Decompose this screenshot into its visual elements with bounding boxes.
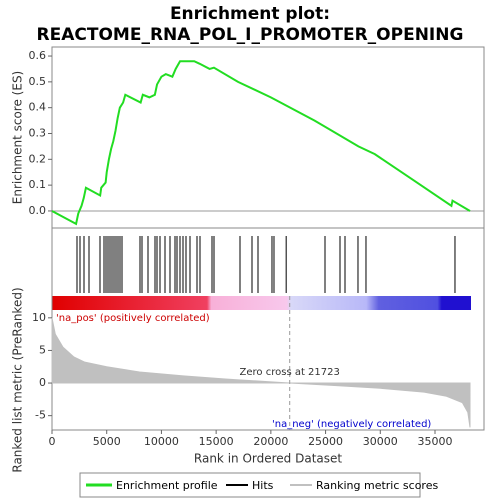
rank-color-bar	[52, 296, 471, 310]
x-tick-label: 25000	[308, 435, 343, 448]
metric-area	[51, 317, 471, 428]
x-tick-label: 10000	[144, 435, 179, 448]
y-tick-label: 0.3	[29, 126, 47, 139]
y-axis-label: Enrichment score (ES)	[11, 71, 25, 204]
y-tick-label: 5	[39, 343, 46, 356]
zero-cross-label: Zero cross at 21723	[240, 367, 340, 378]
y-tick-label: -5	[35, 409, 46, 422]
chart-title: Enrichment plot:	[170, 4, 330, 24]
rank-frame	[51, 227, 485, 431]
y-tick-label: 0.2	[29, 152, 47, 165]
x-tick-label: 0	[49, 435, 56, 448]
x-tick-label: 5000	[93, 435, 121, 448]
legend-label: Hits	[252, 479, 274, 492]
pos-label: 'na_pos' (positively correlated)	[56, 313, 210, 324]
y-tick-label: 0.6	[29, 49, 47, 62]
x-tick-label: 15000	[199, 435, 234, 448]
x-tick-label: 35000	[417, 435, 452, 448]
neg-label: 'na_neg' (negatively correlated)	[272, 419, 431, 430]
x-axis-label: Rank in Ordered Dataset	[194, 452, 342, 466]
y-tick-label: 10	[32, 311, 46, 324]
chart-subtitle: REACTOME_RNA_POL_I_PROMOTER_OPENING	[37, 25, 464, 45]
legend-label: Ranking metric scores	[316, 479, 438, 492]
x-tick-label: 30000	[363, 435, 398, 448]
y-tick-label: 0.4	[29, 101, 47, 114]
y-axis-label: Ranked list metric (PreRanked)	[11, 287, 25, 472]
legend-label: Enrichment profile	[116, 479, 218, 492]
y-tick-label: 0.0	[29, 204, 47, 217]
y-tick-label: 0	[39, 376, 46, 389]
x-tick-label: 20000	[253, 435, 288, 448]
es-frame	[51, 46, 485, 229]
es-curve	[51, 60, 471, 226]
legend	[79, 472, 421, 498]
y-tick-label: 0.1	[29, 178, 47, 191]
y-tick-label: 0.5	[29, 75, 47, 88]
